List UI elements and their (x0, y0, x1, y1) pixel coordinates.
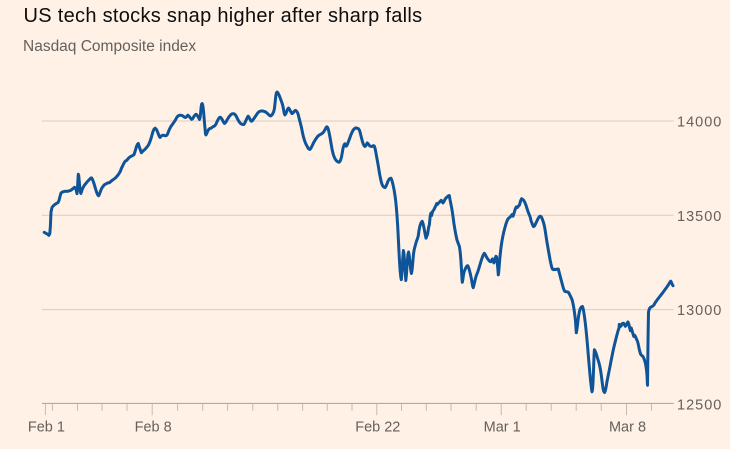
svg-text:Feb 1: Feb 1 (28, 420, 65, 436)
svg-text:Mar 1: Mar 1 (484, 420, 521, 436)
svg-text:Feb 22: Feb 22 (355, 420, 400, 436)
svg-text:Mar 8: Mar 8 (609, 420, 646, 436)
svg-text:13000: 13000 (677, 303, 722, 319)
svg-text:13500: 13500 (677, 209, 722, 225)
svg-text:12500: 12500 (677, 397, 722, 413)
svg-text:14000: 14000 (677, 115, 722, 131)
svg-text:Feb 8: Feb 8 (135, 420, 172, 436)
